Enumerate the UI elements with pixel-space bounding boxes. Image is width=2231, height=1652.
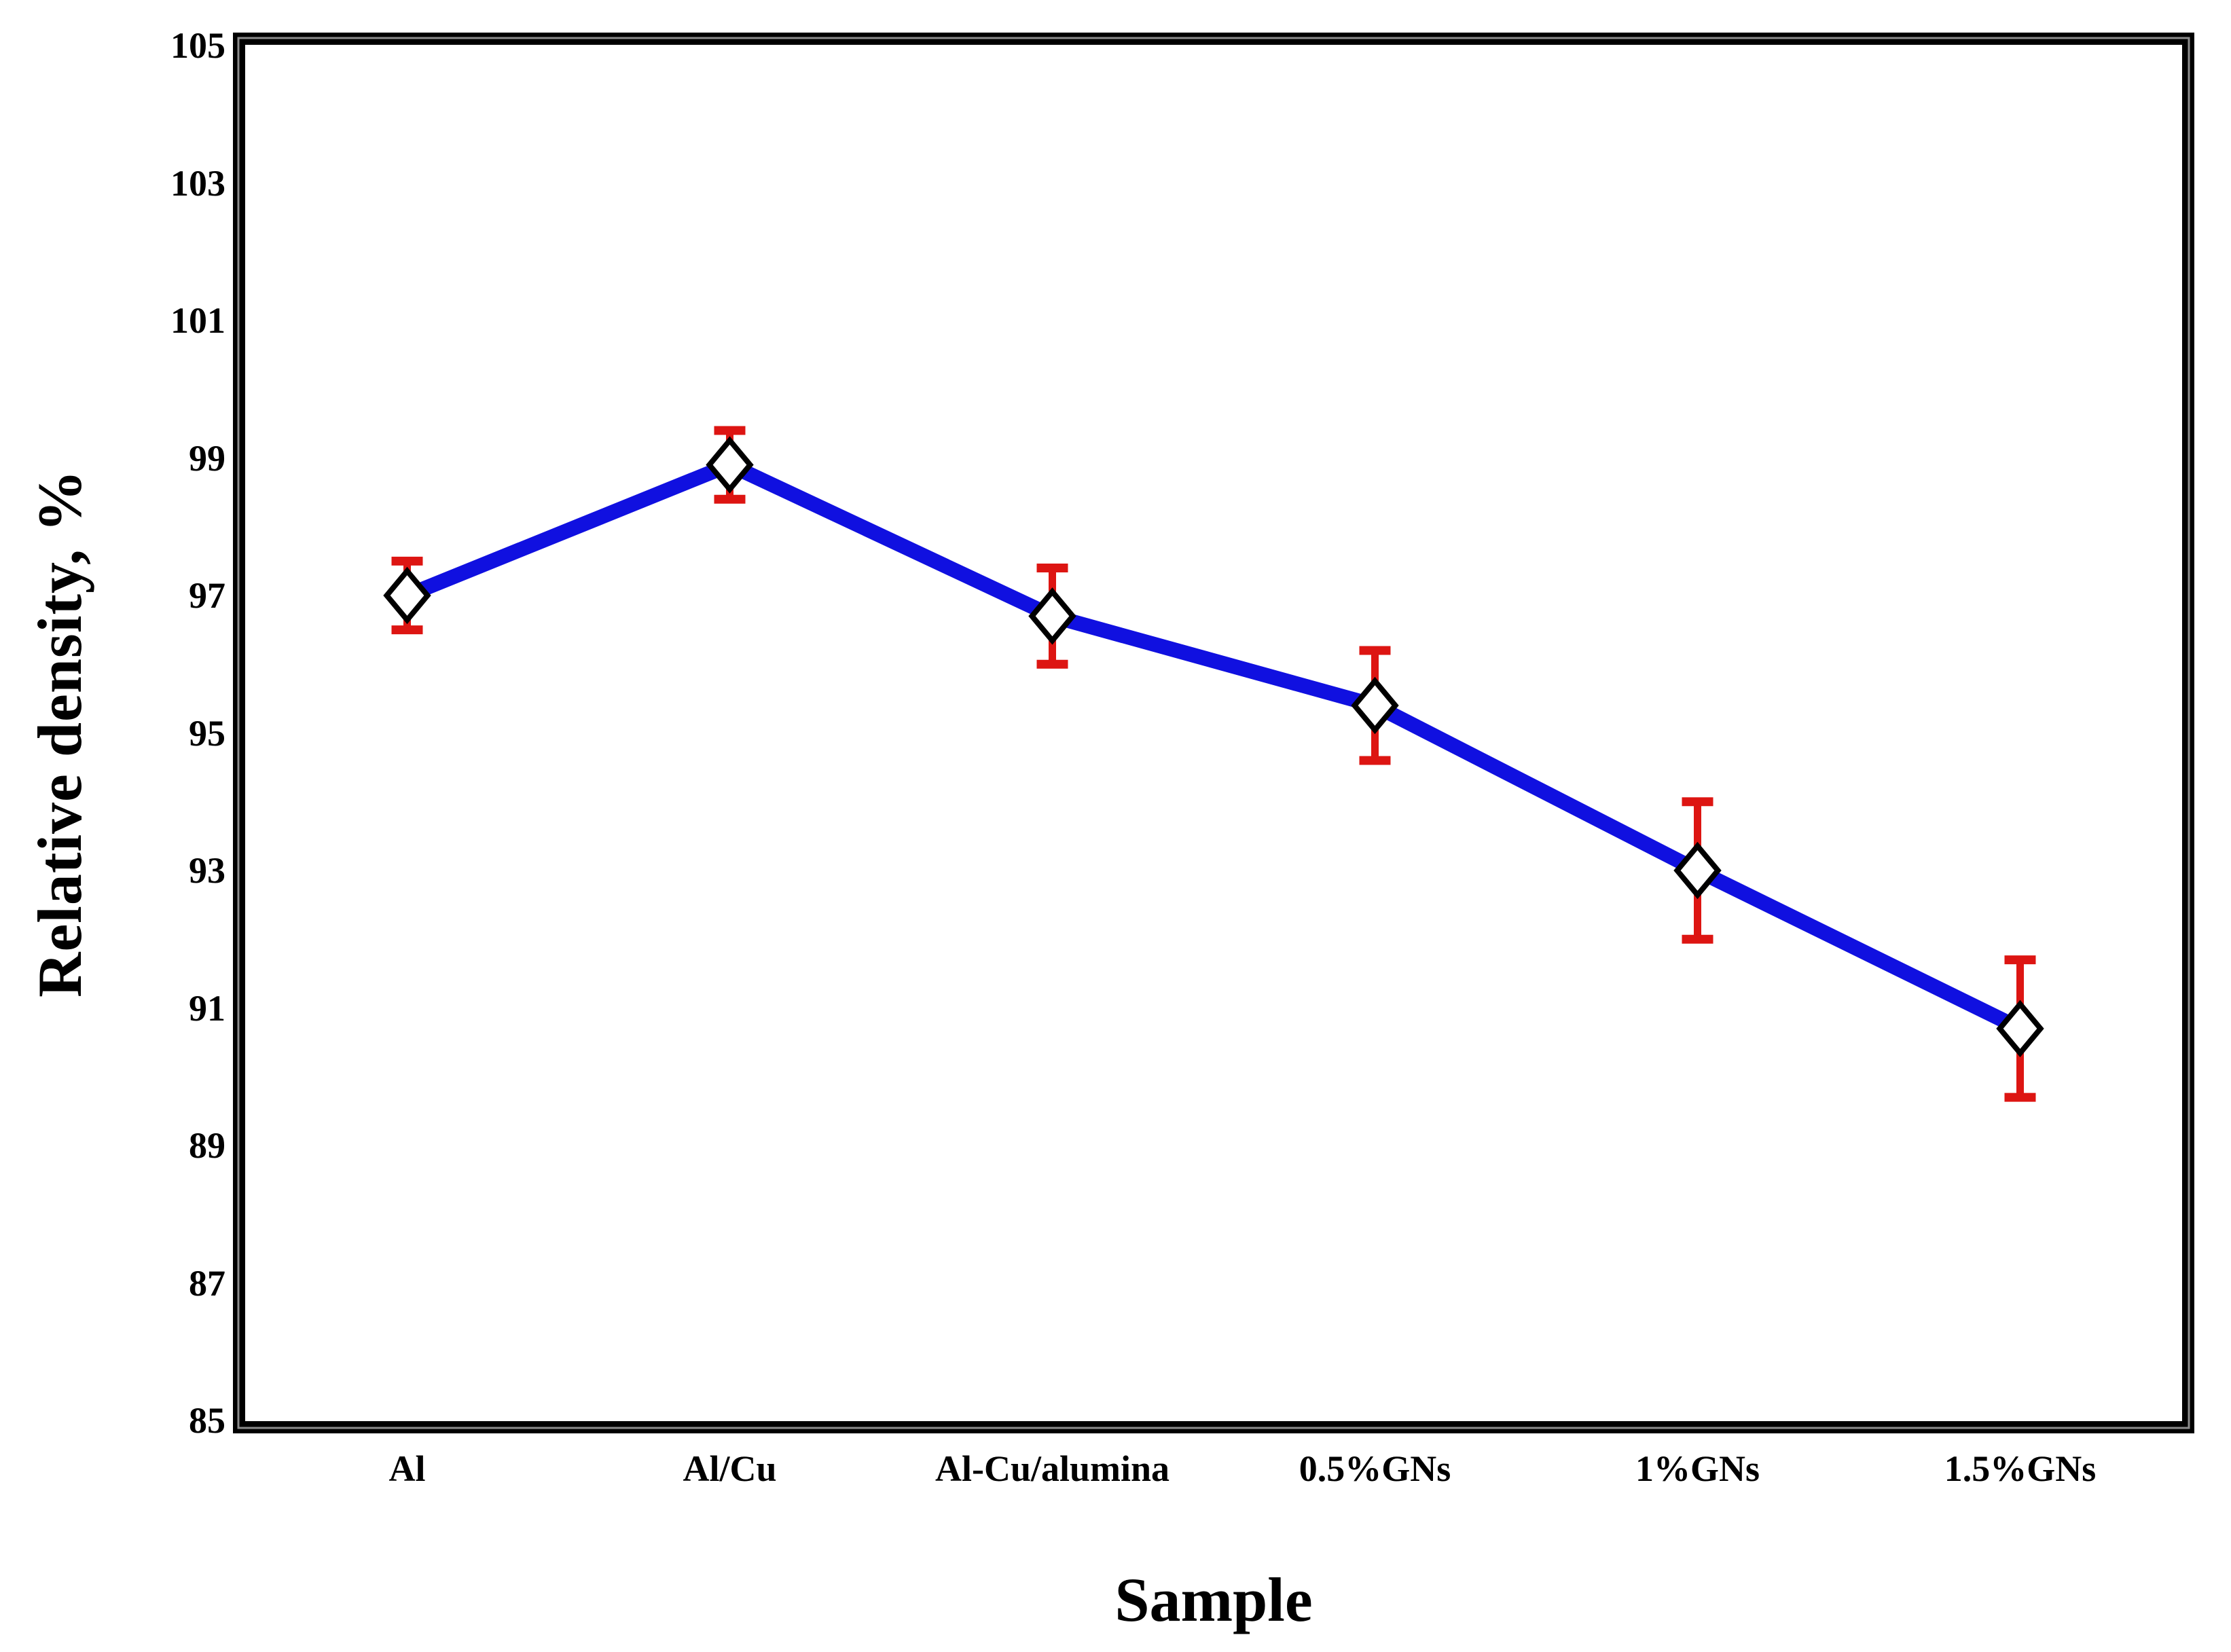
y-tick-label: 87 [189, 1262, 225, 1304]
x-category-label: 1%GNs [1635, 1448, 1760, 1489]
y-tick-label: 89 [189, 1125, 225, 1166]
marker-diamond [1351, 676, 1399, 735]
y-tick-label: 97 [189, 575, 225, 616]
marker-diamond [1996, 999, 2044, 1058]
marker-diamond [1028, 587, 1076, 645]
marker-diamond [1673, 841, 1722, 900]
y-tick-label: 91 [189, 987, 225, 1029]
y-tick-label: 93 [189, 850, 225, 891]
series-line [399, 457, 2028, 1036]
x-category-label: Al/Cu [683, 1448, 777, 1489]
y-tick-label: 85 [189, 1400, 225, 1441]
y-tick-label: 103 [170, 162, 225, 204]
y-tick-label: 99 [189, 437, 225, 479]
plot-frame [233, 33, 2194, 1433]
x-axis-title: Sample [1114, 1565, 1313, 1634]
marker-diamond [383, 566, 431, 625]
y-tick-label: 105 [170, 25, 225, 66]
marker-diamond [706, 436, 754, 494]
y-tick-label: 101 [170, 300, 225, 341]
plot-frame-inner-line [237, 37, 2190, 1429]
y-tick-label: 95 [189, 712, 225, 754]
x-category-label: 0.5%GNs [1299, 1448, 1451, 1489]
x-category-label: Al-Cu/alumina [935, 1448, 1170, 1489]
x-category-label: 1.5%GNs [1944, 1448, 2097, 1489]
y-axis-title: Relative density, % [25, 469, 94, 997]
x-category-label: Al [388, 1448, 426, 1489]
